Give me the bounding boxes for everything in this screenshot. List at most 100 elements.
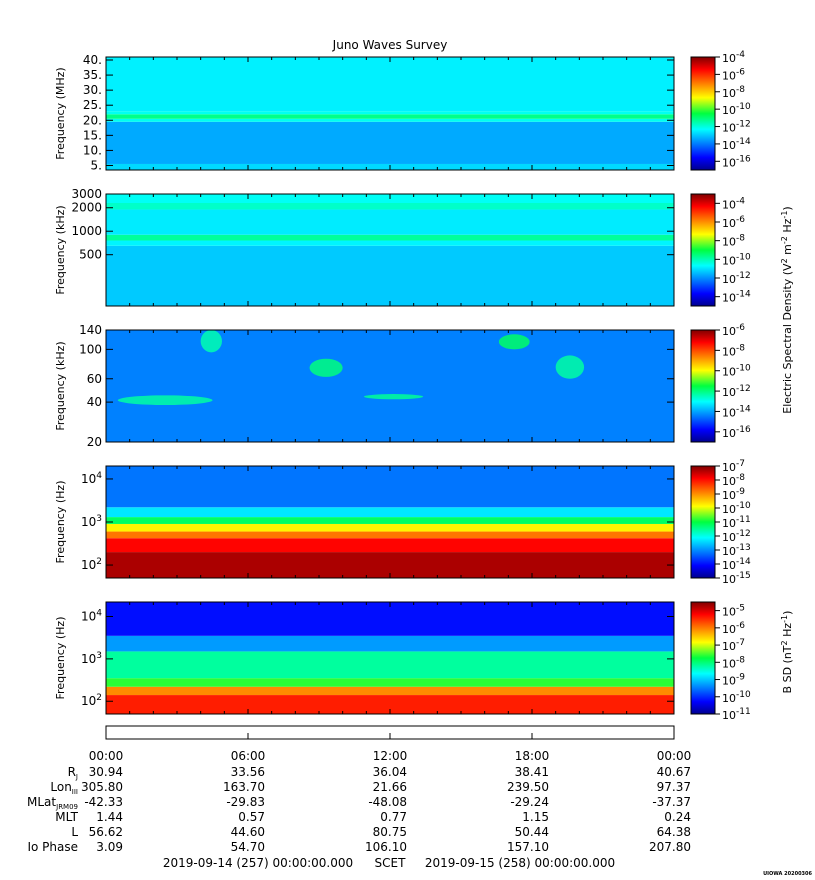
colorbar-tick-label: 10-10 <box>722 102 751 117</box>
footer-start-time: 2019-09-14 (257) 00:00:00.000 <box>163 856 353 870</box>
spectral-band <box>106 523 674 532</box>
y-tick-label: 102 <box>81 693 102 708</box>
spectrogram-panels: 5.10.15.20.25.30.35.40. Frequency (MHz) 10… <box>54 50 751 722</box>
colorbar-tick-label: 10-12 <box>722 120 751 135</box>
ephemeris-value: 0.77 <box>380 810 407 824</box>
colorbar-tick-label: 10-15 <box>722 571 751 586</box>
colorbar-tick-label: 10-8 <box>722 473 745 488</box>
spectral-band <box>106 678 674 687</box>
spectral-band <box>106 466 674 508</box>
version-stamp: UIOWA 20200306 <box>763 871 812 877</box>
spectral-band <box>106 245 674 306</box>
b-spectral-density-label: B SD (nT2 Hz-1) <box>780 611 794 694</box>
y-tick-label: 10. <box>83 143 102 157</box>
ephemeris-value: 50.44 <box>515 825 549 839</box>
y-tick-label: 25. <box>83 98 102 112</box>
spectral-band <box>106 209 674 235</box>
colorbar-tick-label: 10-6 <box>722 323 745 338</box>
colorbar-tick-label: 10-12 <box>722 384 751 399</box>
time-axis-label: 06:00 <box>231 749 266 763</box>
spectral-band <box>106 602 674 636</box>
y-axis-label: Frequency (Hz) <box>54 481 67 564</box>
spectral-band <box>106 507 674 518</box>
figure-title: Juno Waves Survey <box>332 38 448 52</box>
colorbar-tick-label: 10-14 <box>722 557 751 572</box>
y-tick-label: 104 <box>81 609 102 624</box>
ephemeris-value: 1.15 <box>522 810 549 824</box>
ephemeris-row-name: RJ <box>68 765 78 781</box>
colorbar-tick-label: 10-13 <box>722 543 751 558</box>
y-axis-label: Frequency (Hz) <box>54 617 67 700</box>
spectrogram-panel-p5: 102 103 104 Frequency (Hz) 10-5 10-6 10-7 10-8 1… <box>54 601 751 722</box>
electric-spectral-density-label: Electric Spectral Density (V2 m-2 Hz-1) <box>780 206 794 413</box>
ephemeris-value: 80.75 <box>373 825 407 839</box>
footer-end-time: 2019-09-15 (258) 00:00:00.000 <box>425 856 615 870</box>
colorbar-tick-label: 10-11 <box>722 515 751 530</box>
emission-feature <box>200 330 222 353</box>
emission-feature <box>498 334 530 350</box>
colorbar-tick-label: 10-12 <box>722 271 751 286</box>
ephemeris-value: 21.66 <box>373 780 407 794</box>
ephemeris-value: -42.33 <box>84 795 123 809</box>
ephemeris-row-name: MLatJRM09 <box>27 795 78 811</box>
colorbar-tick-label: 10-11 <box>722 707 751 722</box>
colorbar-tick-label: 10-8 <box>722 234 745 249</box>
ephemeris-value: 36.04 <box>373 765 407 779</box>
y-tick-label: 103 <box>81 651 102 666</box>
ephemeris-value: 239.50 <box>507 780 549 794</box>
time-axis-label: 12:00 <box>373 749 408 763</box>
colorbar-tick-label: 10-16 <box>722 154 751 169</box>
colorbar-tick-label: 10-7 <box>722 638 745 653</box>
colorbar-tick-label: 10-8 <box>722 343 745 358</box>
ephemeris-value: 157.10 <box>507 840 549 854</box>
ephemeris-value: 0.57 <box>238 810 265 824</box>
colorbar-tick-label: 10-12 <box>722 529 751 544</box>
ephemeris-value: 40.67 <box>657 765 691 779</box>
spectral-band <box>106 330 674 442</box>
y-tick-label: 140 <box>79 323 102 337</box>
ephemeris-value: -48.08 <box>368 795 407 809</box>
ephemeris-value: 56.62 <box>89 825 123 839</box>
colorbar-tick-label: 10-10 <box>722 252 751 267</box>
y-tick-label: 20. <box>83 113 102 127</box>
y-tick-label: 40. <box>83 53 102 67</box>
ephemeris-value: 54.70 <box>231 840 265 854</box>
ephemeris-value: 97.37 <box>657 780 691 794</box>
emission-feature <box>363 394 424 400</box>
colorbar-tick-label: 10-14 <box>722 404 751 419</box>
ephemeris-value: 64.38 <box>657 825 691 839</box>
y-axis-label: Frequency (MHz) <box>54 67 67 159</box>
spectral-band <box>106 111 674 115</box>
spectral-band <box>106 234 674 241</box>
spectral-band <box>106 118 674 122</box>
spectral-band <box>106 121 674 164</box>
ephemeris-value: 38.41 <box>515 765 549 779</box>
y-tick-label: 5. <box>91 158 102 172</box>
ephemeris-value: 106.10 <box>365 840 407 854</box>
spectral-band <box>106 57 674 112</box>
colorbar-tick-label: 10-8 <box>722 85 745 100</box>
y-tick-label: 104 <box>81 471 102 486</box>
spectral-band <box>106 538 674 553</box>
ephemeris-row-name: LonIII <box>50 780 78 796</box>
y-tick-label: 35. <box>83 68 102 82</box>
spectral-band <box>106 114 674 119</box>
ephemeris-row-name: L <box>71 825 78 839</box>
ephemeris-value: -37.37 <box>652 795 691 809</box>
spectrogram-panel-p4: 102 103 104 Frequency (Hz) 10-710-810-910-10… <box>54 459 751 586</box>
spectral-band <box>106 635 674 652</box>
ephemeris-value: 44.60 <box>231 825 265 839</box>
ephemeris-row-name: MLT <box>55 810 78 824</box>
y-tick-label: 3000 <box>71 187 102 201</box>
colorbar <box>690 193 716 307</box>
colorbar-tick-label: 10-6 <box>722 67 745 82</box>
y-tick-label: 100 <box>79 342 102 356</box>
spectrogram-panel-p3: 20 40 60 100 140 Frequency (kHz) 10-6 10-8 10-10… <box>54 323 751 449</box>
y-tick-label: 15. <box>83 128 102 142</box>
y-tick-label: 2000 <box>71 201 102 215</box>
spectrogram-panel-p1: 5.10.15.20.25.30.35.40. Frequency (MHz) 10… <box>54 50 751 172</box>
colorbar <box>690 601 716 715</box>
colorbar-tick-label: 10-6 <box>722 621 745 636</box>
y-tick-label: 102 <box>81 557 102 572</box>
ephemeris-value: 30.94 <box>89 765 123 779</box>
